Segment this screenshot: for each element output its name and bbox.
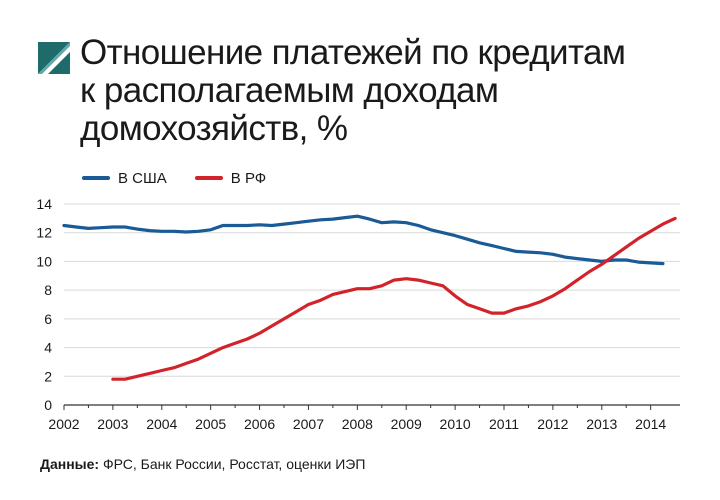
y-tick-label-6: 6	[44, 311, 52, 327]
x-tick-label-2002: 2002	[48, 416, 79, 432]
x-tick-label-2008: 2008	[342, 416, 373, 432]
legend-swatch-us	[82, 176, 110, 180]
y-tick-label-10: 10	[36, 253, 52, 269]
title-line-1: Отношение платежей по кредитам	[80, 33, 626, 72]
source-text: ФРС, Банк России, Росстат, оценки ИЭП	[99, 456, 366, 472]
series-line-us	[62, 214, 665, 266]
x-tick-label-2012: 2012	[537, 416, 568, 432]
legend-label-rf: В РФ	[230, 169, 267, 187]
x-tick-label-2005: 2005	[195, 416, 226, 432]
x-tick-label-2013: 2013	[586, 416, 617, 432]
x-tick-label-2010: 2010	[440, 416, 471, 432]
x-tick-label-2007: 2007	[293, 416, 324, 432]
y-tick-label-8: 8	[44, 282, 52, 298]
legend-item-rf: В РФ	[194, 169, 267, 187]
legend-swatch-rf	[194, 176, 223, 180]
y-tick-label-12: 12	[36, 225, 52, 241]
series-line-rf	[111, 216, 677, 381]
title-line-2: к располагаемым доходам	[80, 71, 499, 110]
x-tick-label-2014: 2014	[635, 416, 666, 432]
logo-icon	[38, 42, 70, 74]
source-label: Данные:	[40, 456, 100, 472]
chart-title: Отношение платежей по кредитам к распола…	[80, 34, 700, 148]
legend-label-us: В США	[118, 169, 167, 187]
y-tick-label-14: 14	[36, 196, 52, 212]
x-tick-label-2004: 2004	[146, 416, 177, 432]
y-tick-label-4: 4	[44, 340, 52, 356]
x-tick-label-2011: 2011	[489, 416, 519, 432]
y-tick-label-2: 2	[44, 368, 52, 384]
legend-item-us: В США	[82, 170, 167, 187]
x-tick-label-2009: 2009	[391, 416, 422, 432]
x-tick-label-2006: 2006	[244, 416, 275, 432]
chart-legend: В США В РФ	[82, 168, 294, 188]
x-tick-label-2003: 2003	[97, 416, 128, 432]
source-note: Данные: ФРС, Банк России, Росстат, оценк…	[40, 456, 365, 472]
title-line-3: домохозяйств, %	[80, 109, 348, 148]
y-tick-label-0: 0	[44, 397, 52, 413]
